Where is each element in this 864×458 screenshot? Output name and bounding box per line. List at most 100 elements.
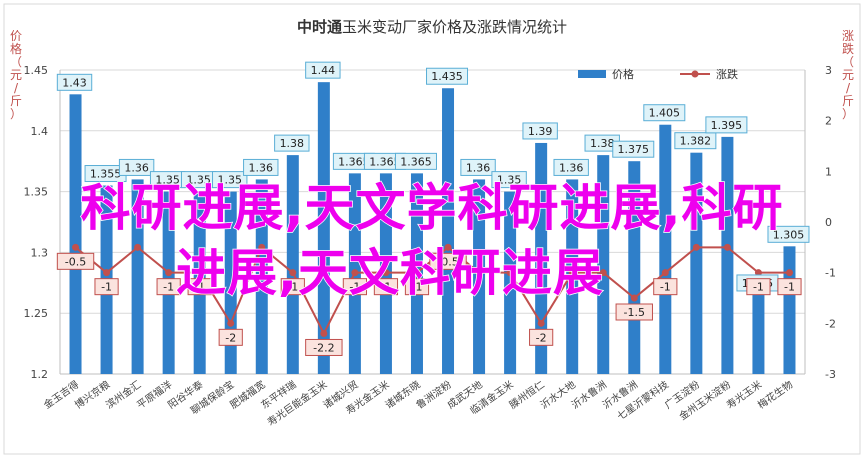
price-label: 1.44 bbox=[311, 64, 336, 77]
change-point bbox=[506, 269, 514, 277]
price-label-box bbox=[212, 171, 248, 189]
price-label: 1.382 bbox=[680, 135, 712, 148]
price-label: 1.365 bbox=[369, 155, 401, 168]
change-point bbox=[630, 294, 638, 302]
price-label: 1.39 bbox=[528, 125, 553, 138]
change-label: -1 bbox=[194, 281, 205, 294]
bar bbox=[752, 294, 765, 374]
price-label-box bbox=[612, 140, 655, 158]
price-label-box bbox=[426, 67, 469, 85]
change-point bbox=[165, 269, 173, 277]
price-label: 1.36 bbox=[124, 161, 149, 174]
price-label-box bbox=[553, 158, 589, 176]
price-label-box bbox=[394, 152, 437, 170]
price-label: 1.435 bbox=[431, 70, 463, 83]
legend-line-marker bbox=[691, 70, 699, 78]
change-label: -1 bbox=[411, 281, 422, 294]
y-left-tick-label: 1.2 bbox=[31, 368, 49, 381]
price-label-box bbox=[274, 134, 310, 152]
bar bbox=[286, 155, 299, 374]
bar bbox=[504, 191, 517, 374]
change-point bbox=[72, 243, 80, 251]
price-label-box bbox=[522, 122, 558, 140]
change-label-box bbox=[529, 328, 554, 346]
change-label-box bbox=[429, 252, 467, 270]
change-label-box bbox=[94, 278, 119, 296]
legend-bar-label: 价格 bbox=[612, 67, 634, 81]
bar bbox=[535, 142, 548, 374]
change-point bbox=[444, 243, 452, 251]
change-label: -1 bbox=[101, 281, 112, 294]
change-point bbox=[351, 269, 359, 277]
y-left-tick-label: 1.4 bbox=[31, 125, 49, 138]
price-label-box bbox=[705, 116, 748, 134]
change-point bbox=[382, 269, 390, 277]
change-point bbox=[227, 319, 235, 327]
change-point bbox=[320, 329, 328, 337]
change-label: -0.5 bbox=[437, 255, 458, 268]
price-label-box bbox=[118, 158, 155, 176]
y-left-tick-label: 1.35 bbox=[24, 186, 49, 199]
change-point bbox=[661, 269, 669, 277]
bar bbox=[659, 124, 672, 374]
change-label-box bbox=[156, 278, 181, 296]
price-label: 1.395 bbox=[711, 119, 743, 132]
change-point bbox=[196, 269, 204, 277]
bar bbox=[628, 161, 641, 374]
change-point bbox=[692, 243, 700, 251]
y-right-tick-label: 1 bbox=[825, 165, 832, 178]
legend: 价格 涨跌 bbox=[578, 67, 738, 81]
change-point bbox=[289, 269, 297, 277]
change-label: -1 bbox=[753, 281, 764, 294]
change-point bbox=[103, 269, 111, 277]
change-point bbox=[599, 269, 607, 277]
change-label: -0.5 bbox=[65, 255, 86, 268]
y-right-tick-label: 0 bbox=[825, 216, 832, 229]
data-labels: 1.431.355 1.361.35 1.35 1.351.361.381.441.3… bbox=[56, 61, 810, 356]
change-label-box bbox=[187, 278, 212, 296]
price-label: 1.38 bbox=[590, 137, 615, 150]
price-label: 1.355 bbox=[90, 168, 122, 181]
change-point bbox=[134, 243, 142, 251]
y-left-tick-label: 1.3 bbox=[31, 246, 49, 259]
change-label: -1 bbox=[660, 281, 671, 294]
change-label-box bbox=[305, 338, 343, 356]
change-point bbox=[568, 269, 576, 277]
y-left-tick-label: 1.25 bbox=[24, 307, 49, 320]
price-label: 1.305 bbox=[773, 228, 805, 241]
change-label-box bbox=[280, 278, 305, 296]
legend-line-label: 涨跌 bbox=[716, 67, 738, 81]
bar bbox=[690, 152, 703, 374]
price-label: 1.43 bbox=[62, 76, 87, 89]
change-label: -1 bbox=[163, 281, 174, 294]
change-label: -1 bbox=[287, 281, 298, 294]
y-right-tick-label: 3 bbox=[825, 64, 832, 77]
price-label: 1.36 bbox=[559, 161, 584, 174]
bar bbox=[131, 179, 144, 374]
bar bbox=[597, 155, 610, 374]
price-label: 1.365 bbox=[400, 155, 432, 168]
change-point bbox=[413, 269, 421, 277]
price-label-box bbox=[305, 61, 341, 79]
price-label: 1.405 bbox=[649, 107, 681, 120]
bar bbox=[255, 179, 268, 374]
price-label: 1.35 bbox=[217, 174, 242, 187]
y-right-tick-label: -2 bbox=[825, 317, 836, 330]
change-point bbox=[754, 269, 762, 277]
price-label: 1.38 bbox=[280, 137, 305, 150]
change-label-box bbox=[56, 252, 95, 270]
price-label: 1.365 bbox=[338, 155, 370, 168]
y-right-axis-title: 涨跌（元/斤） bbox=[842, 28, 854, 121]
price-label: 1.375 bbox=[618, 143, 650, 156]
change-point bbox=[785, 269, 793, 277]
bar bbox=[783, 246, 796, 374]
price-label: 1.36 bbox=[466, 161, 491, 174]
change-label: -1 bbox=[349, 281, 360, 294]
bar bbox=[442, 88, 455, 375]
change-label-box bbox=[342, 278, 367, 296]
change-label-box bbox=[373, 278, 399, 296]
chart-title: 中时通玉米变动厂家价格及涨跌情况统计 bbox=[297, 18, 567, 36]
y-right-tick-label: -3 bbox=[825, 368, 836, 381]
change-label: -1 bbox=[784, 281, 795, 294]
